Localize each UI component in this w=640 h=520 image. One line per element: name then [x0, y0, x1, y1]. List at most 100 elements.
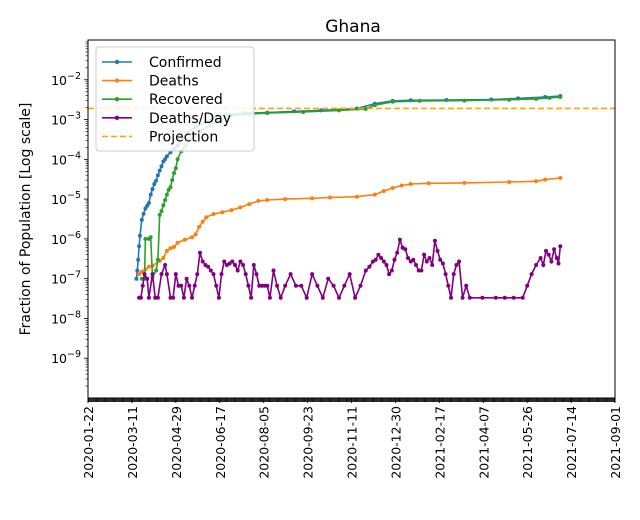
data-point [424, 259, 429, 264]
legend-label: Projection [149, 129, 218, 145]
data-point [288, 272, 293, 277]
data-point [195, 272, 200, 277]
data-point [172, 244, 176, 249]
x-tick-label: 2020-06-17 [213, 406, 228, 479]
y-tick-label: 10−9 [51, 349, 81, 366]
data-point [293, 283, 298, 288]
data-point [430, 263, 435, 267]
data-point [170, 178, 175, 183]
data-point [399, 183, 404, 188]
data-point [558, 244, 563, 249]
data-point [451, 272, 456, 277]
data-point [157, 168, 162, 173]
data-point [265, 198, 270, 202]
data-point [164, 154, 169, 159]
data-point [163, 198, 168, 202]
data-point [372, 192, 377, 197]
data-point [159, 209, 164, 214]
data-point [493, 295, 498, 300]
legend-label: Deaths/Day [149, 111, 231, 127]
data-point [150, 272, 155, 277]
legend-label: Deaths [149, 74, 199, 90]
data-point [538, 256, 543, 260]
legend-label: Recovered [149, 92, 223, 108]
data-point [265, 283, 270, 288]
data-point [554, 256, 559, 260]
data-point [155, 173, 160, 178]
data-point [139, 269, 144, 274]
data-point [243, 272, 248, 277]
data-point [310, 196, 315, 201]
legend-item: Recovered [102, 92, 223, 108]
legend-marker [114, 115, 120, 121]
data-point [175, 240, 180, 245]
data-point [172, 171, 176, 176]
data-point [406, 256, 410, 260]
data-point [155, 257, 160, 262]
data-point [422, 252, 427, 257]
x-tick-label: 2021-02-17 [432, 406, 447, 479]
data-point [299, 283, 304, 288]
data-point [164, 248, 169, 253]
data-point [137, 272, 142, 277]
data-point [278, 295, 283, 300]
data-point [358, 283, 363, 288]
x-tick-label: 2020-11-11 [345, 406, 360, 479]
data-point [390, 186, 395, 190]
data-point [163, 263, 168, 267]
data-point [148, 235, 153, 240]
data-point [403, 247, 408, 252]
data-point [457, 259, 462, 264]
data-point [552, 247, 557, 252]
x-tick-label: 2021-07-14 [564, 406, 579, 479]
data-point [432, 238, 437, 243]
data-point [230, 259, 235, 264]
data-point [347, 272, 352, 277]
data-point [373, 257, 378, 262]
data-point [138, 295, 143, 300]
data-point [507, 180, 512, 184]
data-point [145, 276, 150, 281]
chart-title: Ghana [325, 17, 381, 37]
data-point [435, 248, 440, 253]
data-point [192, 283, 197, 288]
data-point [146, 201, 151, 205]
data-point [558, 95, 563, 99]
data-point [247, 202, 252, 207]
data-point [354, 194, 359, 199]
data-point [241, 263, 246, 267]
x-tick-label: 2020-09-23 [301, 406, 316, 479]
data-point [525, 283, 530, 288]
data-point [543, 177, 548, 182]
data-point [337, 295, 341, 300]
data-point [363, 106, 368, 111]
data-point [238, 259, 243, 264]
data-point [179, 283, 184, 288]
data-point [395, 250, 400, 255]
data-point [141, 211, 146, 216]
data-point [419, 268, 424, 273]
data-point [376, 252, 381, 257]
series-line [139, 236, 562, 301]
x-tick-label: 2020-12-30 [388, 406, 403, 479]
data-point [159, 164, 164, 169]
series-deaths-day [137, 236, 563, 301]
data-point [206, 264, 211, 269]
y-tick-label: 10−5 [51, 190, 81, 207]
data-point [301, 110, 306, 114]
legend-label: Confirmed [149, 55, 222, 71]
data-point [275, 283, 280, 288]
data-point [211, 212, 216, 217]
series-deaths [137, 176, 563, 277]
data-point [155, 295, 160, 300]
data-point [384, 263, 389, 267]
x-tick-label: 2020-08-05 [257, 406, 272, 479]
data-point [381, 259, 386, 264]
data-point [235, 268, 240, 273]
y-tick-label: 10−6 [51, 230, 81, 247]
axis-ticks: 10−9 10−8 10−7 10−6 10−5 10−4 10−3 10−2 2020-01-… [51, 41, 623, 479]
data-point [146, 295, 151, 300]
data-point [173, 166, 178, 171]
data-point [511, 295, 516, 300]
